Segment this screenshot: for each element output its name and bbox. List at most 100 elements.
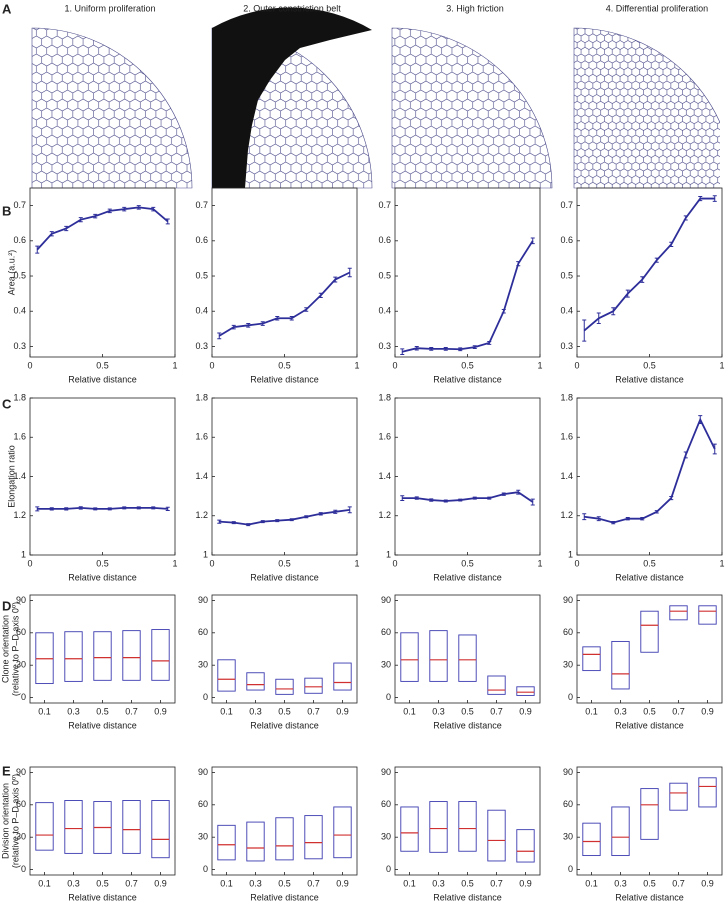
error-bar [487,341,492,345]
y-tick-label: 0 [203,692,208,702]
x-tick-label: 0 [27,360,32,370]
x-tick-label: 0.1 [585,706,598,716]
error-bar [698,195,703,202]
y-tick-label: 1.8 [378,392,391,402]
x-tick-label: 1 [719,558,724,568]
column-title: 4. Differential proliferation [606,3,708,13]
error-bar [429,498,434,502]
box [640,788,659,840]
box [217,824,236,861]
x-tick-label: 0.5 [278,558,291,568]
y-tick-label: 90 [16,767,26,777]
box [122,630,141,681]
panel-label: A [2,1,12,16]
y-tick-label: 60 [16,627,26,637]
x-tick-label: 0.5 [278,878,291,888]
x-tick-label: 0 [209,558,214,568]
x-tick-label: 0.9 [154,878,167,888]
error-bar [231,324,236,330]
error-bar [582,513,587,521]
y-tick-label: 1.6 [13,432,26,442]
error-bar [712,195,717,202]
x-tick-label: 0.3 [614,878,627,888]
error-bar [501,492,506,496]
data-line [218,271,351,337]
error-bar [683,451,688,459]
x-tick-label: 0.9 [154,706,167,716]
error-bar [136,506,141,510]
y-axis-label: Division orientation [0,783,10,859]
data-line [584,417,716,524]
error-bar [654,510,659,514]
x-tick-label: 0.3 [614,706,627,716]
y-tick-label: 0 [568,864,573,874]
y-tick-label: 30 [198,832,208,842]
y-tick-label: 0.3 [378,341,391,351]
y-tick-label: 1 [21,549,26,559]
axes-frame [29,594,176,704]
error-bar [107,208,112,214]
x-axis-label: Relative distance [615,892,684,902]
box [151,800,170,859]
x-tick-label: 0 [209,360,214,370]
box [669,605,688,621]
y-axis-label: (relative to P–D axis 0º) [10,602,20,696]
x-axis-label: Relative distance [68,374,137,384]
panel-label: C [2,396,12,411]
x-tick-label: 0.7 [125,878,138,888]
error-bar [472,345,477,350]
error-bar [400,495,405,501]
x-tick-label: 0.5 [96,706,109,716]
error-bar [151,206,156,212]
error-bar [669,496,674,501]
x-axis-label: Relative distance [250,374,319,384]
x-tick-label: 0.5 [643,558,656,568]
y-tick-label: 1.2 [13,510,26,520]
error-bar [530,237,535,245]
y-tick-label: 90 [198,767,208,777]
error-bar [414,496,419,500]
y-tick-label: 90 [381,767,391,777]
x-tick-label: 0.5 [643,878,656,888]
y-tick-label: 1.4 [560,471,573,481]
y-tick-label: 0 [21,864,26,874]
panel-label: E [2,763,11,778]
error-bar [611,307,616,316]
y-tick-label: 1.6 [195,432,208,442]
box [516,686,535,696]
error-bar [516,489,521,495]
y-tick-label: 0.6 [378,235,391,245]
y-tick-label: 0.3 [560,341,573,351]
error-bar [35,506,40,512]
error-bar [78,217,83,223]
error-bar [712,443,717,455]
error-bar [64,225,69,232]
error-bar [151,506,156,510]
error-bar [275,519,280,523]
x-axis-label: Relative distance [433,572,502,582]
box [429,801,448,853]
x-tick-label: 0.9 [336,706,349,716]
y-tick-label: 0 [568,692,573,702]
x-axis-label: Relative distance [433,720,502,730]
error-bar [318,292,323,298]
axes-frame [394,187,541,358]
error-bar [289,518,294,522]
box [611,640,630,690]
error-bar [78,506,83,510]
x-tick-label: 0.3 [432,706,445,716]
x-tick-label: 1 [354,558,359,568]
error-bar [458,347,463,352]
error-bar [93,507,98,511]
x-tick-label: 0.7 [490,706,503,716]
y-tick-label: 0 [21,692,26,702]
box [246,672,265,691]
error-bar [64,507,69,511]
y-tick-label: 0.4 [560,306,573,316]
y-tick-label: 30 [563,832,573,842]
x-tick-label: 1 [537,360,542,370]
y-tick-label: 0 [203,864,208,874]
axes-frame [29,397,176,556]
box [400,806,419,852]
box [458,801,477,852]
